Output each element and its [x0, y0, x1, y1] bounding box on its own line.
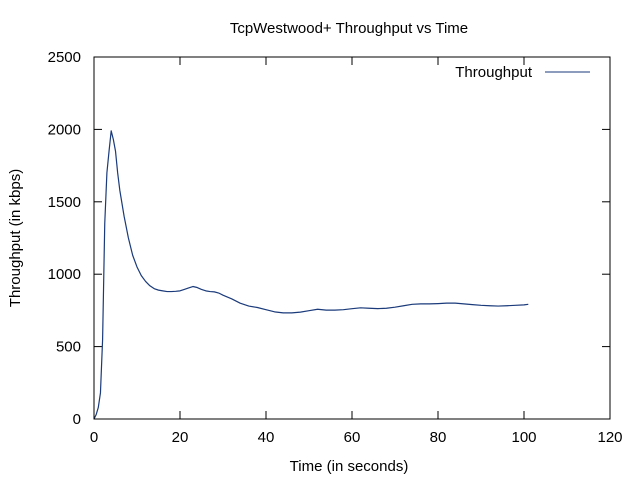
x-tick-label: 80 — [430, 429, 447, 446]
y-tick-label: 2500 — [48, 49, 81, 66]
y-axis-label: Throughput (in kbps) — [7, 169, 24, 307]
x-axis-ticks: 0 20 40 60 80 100 120 — [90, 57, 623, 446]
x-tick-label: 0 — [90, 429, 98, 446]
x-tick-label: 60 — [344, 429, 361, 446]
x-tick-label: 20 — [172, 429, 189, 446]
x-tick-label: 40 — [258, 429, 275, 446]
legend: Throughput — [455, 64, 590, 81]
y-tick-label: 500 — [56, 339, 81, 356]
chart-title: TcpWestwood+ Throughput vs Time — [230, 20, 468, 37]
y-axis-ticks: 0 500 1000 1500 2000 2500 — [48, 49, 610, 428]
legend-label: Throughput — [455, 64, 533, 81]
x-axis-label: Time (in seconds) — [290, 458, 409, 475]
y-tick-label: 1500 — [48, 194, 81, 211]
y-tick-label: 1000 — [48, 266, 81, 283]
series-line-throughput — [93, 130, 529, 420]
x-tick-label: 120 — [597, 429, 622, 446]
y-tick-label: 0 — [73, 411, 81, 428]
y-tick-label: 2000 — [48, 121, 81, 138]
plot-frame — [93, 56, 611, 420]
x-tick-label: 100 — [511, 429, 536, 446]
plot-series — [93, 130, 529, 420]
